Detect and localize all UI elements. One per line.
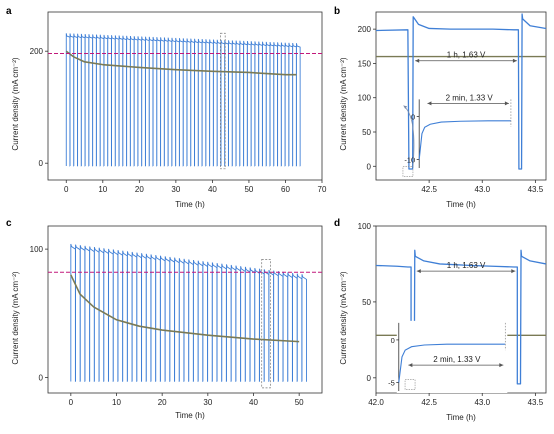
- y-tick-label-d: 0: [367, 374, 372, 383]
- x-tick-label-d: 43.5: [528, 398, 544, 407]
- y-axis-label-c: Current density (mA cm⁻²): [11, 271, 20, 364]
- series-group-c: [70, 243, 307, 382]
- x-axis-label-a: Time (h): [175, 200, 205, 209]
- long-hold-arrowhead-right-b: [512, 58, 517, 63]
- short-hold-arrowhead-right-b: [504, 101, 509, 106]
- series-line-olive-c: [70, 274, 300, 343]
- panel-c: c 0 10 20 30 40 50 0 100 Time (h) Current densi…: [6, 218, 323, 420]
- series-line-olive-a: [65, 50, 297, 76]
- zoom-region-box-d: [404, 379, 416, 390]
- x-axis-label-d: Time (h): [446, 413, 476, 422]
- y-tick-label-a: 200: [30, 47, 44, 56]
- short-hold-arrowhead-left-d: [408, 363, 413, 368]
- panel-letter-b: b: [334, 6, 340, 17]
- y-tick-label-c: 100: [30, 245, 44, 254]
- long-hold-arrowhead-left-b: [415, 58, 420, 63]
- series-group-a: [65, 33, 301, 167]
- short-hold-label-b: 2 min, 1.33 V: [446, 93, 494, 102]
- x-axis-label-b: Time (h): [446, 200, 476, 209]
- panel-letter-c: c: [6, 218, 12, 229]
- x-tick-label-c: 50: [295, 398, 304, 407]
- x-tick-label-a: 40: [208, 185, 217, 194]
- y-tick-label-d: 100: [358, 222, 372, 231]
- y-tick-label-b: 200: [358, 25, 372, 34]
- x-tick-label-d: 42.0: [368, 398, 384, 407]
- inset-y-tick-label-b: 0: [411, 113, 415, 122]
- inset-series-line-b: [418, 120, 511, 160]
- plot-a: 0 10 20 30 40 50 60 70 0 200: [30, 11, 327, 194]
- panel-letter-d: d: [334, 218, 340, 229]
- zoom-connector-b: [404, 107, 415, 167]
- long-hold-label-b: 1 h, 1.63 V: [447, 51, 486, 60]
- x-tick-label-a: 20: [135, 185, 144, 194]
- x-tick-label-c: 40: [249, 398, 258, 407]
- y-tick-label-b: 0: [367, 162, 372, 171]
- y-tick-label-c: 0: [39, 374, 44, 383]
- series-line-blue-b: [375, 13, 547, 170]
- panel-a: a 0 10 20 30 40 50 60 70 0 200 Time (h) Current d…: [6, 6, 327, 209]
- y-tick-label-b: 150: [358, 59, 372, 68]
- y-tick-label-b: 100: [358, 94, 372, 103]
- x-tick-label-a: 0: [64, 185, 69, 194]
- plot-frame-b: [375, 11, 547, 181]
- series-line-blue-a: [65, 33, 301, 167]
- x-tick-label-b: 42.5: [421, 185, 437, 194]
- plot-c: 0 10 20 30 40 50 0 100: [30, 225, 323, 407]
- short-hold-label-d: 2 min, 1.33 V: [433, 355, 481, 364]
- inset-bg-b: [417, 97, 513, 170]
- plot-b: 42.5 43.0 43.5 0 50 100 150 200 1 h, 1.63 V -10 0 2…: [358, 11, 547, 194]
- series-line-blue-c: [70, 243, 307, 382]
- x-tick-label-c: 30: [203, 398, 212, 407]
- plot-frame-c: [47, 225, 323, 394]
- short-hold-arrowhead-right-d: [499, 363, 504, 368]
- y-tick-label-a: 0: [39, 159, 44, 168]
- x-tick-label-c: 10: [112, 398, 121, 407]
- panel-letter-a: a: [6, 6, 12, 17]
- x-tick-label-c: 0: [69, 398, 74, 407]
- inset-y-tick-label-d: 0: [391, 336, 395, 345]
- y-axis-label-d: Current density (mA cm⁻²): [339, 271, 348, 364]
- inset-y-tick-label-d: -5: [388, 378, 395, 387]
- x-tick-label-a: 70: [318, 185, 327, 194]
- x-tick-label-d: 42.5: [421, 398, 437, 407]
- long-hold-label-d: 1 h, 1.63 V: [447, 261, 486, 270]
- highlight-box-c: [261, 259, 271, 389]
- x-tick-label-b: 43.0: [474, 185, 490, 194]
- inset-series-line-d: [398, 343, 506, 383]
- x-tick-label-a: 10: [98, 185, 107, 194]
- x-axis-label-c: Time (h): [175, 411, 205, 420]
- x-tick-label-a: 30: [171, 185, 180, 194]
- x-tick-label-a: 60: [281, 185, 290, 194]
- long-hold-arrowhead-right-d: [511, 269, 516, 274]
- y-axis-label-b: Current density (mA cm⁻²): [339, 57, 348, 150]
- panel-b: b 42.5 43.0 43.5 0 50 100 150 200 1 h, 1.63 V -10…: [334, 6, 547, 209]
- short-hold-arrowhead-left-b: [427, 101, 432, 106]
- y-tick-label-d: 50: [362, 298, 371, 307]
- x-tick-label-c: 20: [158, 398, 167, 407]
- plot-d: 42.0 42.5 43.0 43.5 0 50 100 1 h, 1.63 V -5 0 2 mi…: [358, 222, 547, 407]
- y-axis-label-a: Current density (mA cm⁻²): [11, 57, 20, 150]
- y-tick-label-b: 50: [362, 128, 371, 137]
- x-tick-label-b: 43.5: [528, 185, 544, 194]
- plot-frame-a: [47, 11, 323, 181]
- x-tick-label-a: 50: [244, 185, 253, 194]
- zoom-connector-head-b: [403, 105, 408, 109]
- panel-d: d 42.0 42.5 43.0 43.5 0 50 100 1 h, 1.63 V -5 0 2 …: [334, 218, 547, 422]
- long-hold-arrowhead-left-d: [416, 269, 421, 274]
- zoom-region-box-b: [402, 166, 414, 177]
- x-tick-label-d: 43.0: [474, 398, 490, 407]
- inset-y-tick-label-b: -10: [404, 155, 415, 164]
